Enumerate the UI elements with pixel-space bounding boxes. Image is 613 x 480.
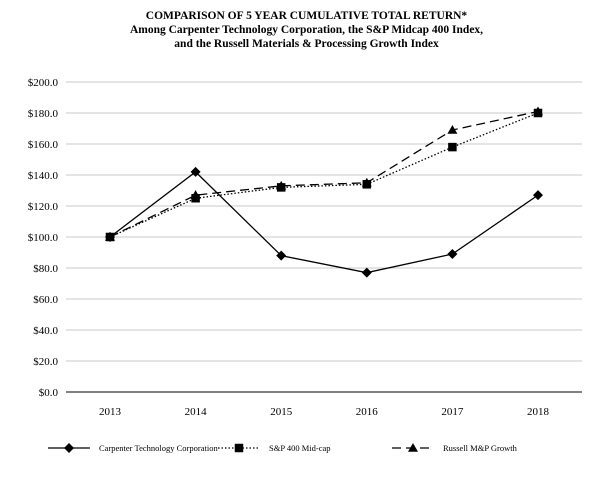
x-tick-label: 2017	[441, 406, 464, 418]
axes: $0.0 $20.0 $40.0 $60.0 $80.0 $100.0 $120.0 $140…	[28, 77, 582, 418]
data-point-square	[362, 180, 372, 189]
legend-marker-diamond	[64, 443, 74, 453]
data-point-diamond	[447, 249, 458, 260]
y-tick-label: $60.0	[33, 294, 58, 306]
data-point-square	[191, 194, 200, 203]
y-tick-label: $200.0	[28, 77, 59, 89]
chart-subtitle-line-1: Among Carpenter Technology Corporation, …	[129, 24, 484, 36]
y-tick-label: $0.0	[39, 387, 59, 399]
legend: Carpenter Technology Corporation S&P 400 …	[48, 443, 518, 453]
legend-label: S&P 400 Mid-cap	[269, 443, 331, 453]
data-point-square	[448, 142, 457, 152]
y-tick-label: $40.0	[33, 325, 58, 337]
y-tick-label: $80.0	[33, 263, 58, 275]
chart-title-block: COMPARISON OF 5 YEAR CUMULATIVE TOTAL RE…	[0, 9, 613, 51]
data-point-diamond	[361, 267, 372, 278]
chart-title: COMPARISON OF 5 YEAR CUMULATIVE TOTAL RE…	[145, 10, 468, 22]
data-point-square	[533, 108, 543, 118]
legend-label: Carpenter Technology Corporation	[99, 443, 218, 453]
legend-marker-triangle	[408, 443, 418, 452]
x-tick-label: 2016	[356, 406, 379, 418]
series-line-square	[109, 112, 539, 238]
y-tick-label: $180.0	[28, 108, 59, 120]
x-tick-label: 2014	[185, 406, 208, 418]
y-tick-label: $120.0	[28, 201, 59, 213]
data-point-diamond	[276, 250, 287, 261]
legend-marker-square	[234, 443, 244, 453]
data-point-diamond	[105, 232, 115, 242]
y-tick-label: $140.0	[28, 170, 59, 182]
data-point-triangle	[447, 125, 458, 134]
series-line-diamond	[109, 171, 539, 274]
x-tick-label: 2015	[270, 406, 293, 418]
data-point-diamond	[190, 166, 201, 177]
gridlines	[66, 81, 582, 362]
y-tick-label: $20.0	[33, 356, 58, 368]
data-point-square	[276, 183, 286, 192]
chart-subtitle-line-2: and the Russell Materials & Processing G…	[174, 38, 439, 50]
series-lines	[105, 106, 543, 278]
y-tick-label: $100.0	[28, 232, 59, 244]
x-tick-label: 2013	[99, 406, 122, 418]
data-point-diamond	[533, 190, 543, 201]
legend-label: Russell M&P Growth	[443, 443, 518, 453]
x-tick-label: 2018	[527, 406, 550, 418]
series-line-triangle	[109, 110, 539, 238]
y-tick-label: $160.0	[28, 139, 59, 151]
